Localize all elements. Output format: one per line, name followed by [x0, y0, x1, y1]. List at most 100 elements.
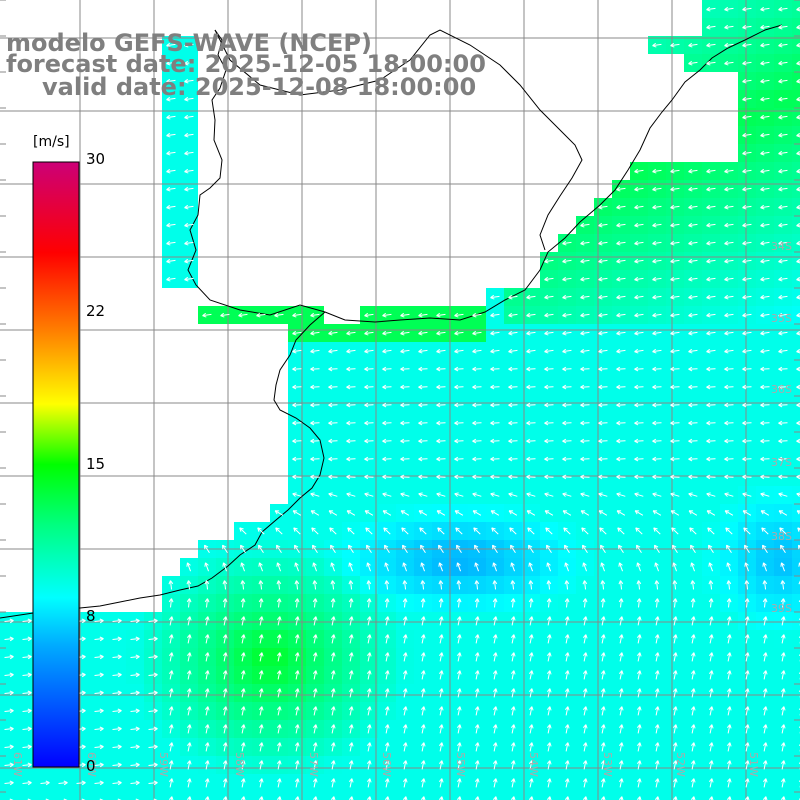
wind-vector [652, 258, 662, 264]
wind-vector [616, 492, 626, 497]
wind-vector [778, 492, 788, 497]
wind-vector [526, 294, 536, 300]
wind-vector [310, 456, 320, 462]
wind-vector [347, 527, 355, 535]
wind-vector [760, 420, 770, 426]
wind-vector [526, 402, 536, 408]
wind-vector [382, 420, 392, 426]
wind-vector [400, 384, 410, 390]
wind-vector [706, 402, 716, 408]
wind-vector [724, 186, 734, 192]
wind-vector [490, 492, 500, 497]
wind-vector [580, 438, 590, 444]
colorbar [32, 161, 80, 768]
wind-cell [792, 198, 800, 216]
wind-vector [436, 402, 446, 408]
wind-vector [418, 312, 428, 318]
wind-vector [472, 384, 482, 390]
wind-vector [634, 384, 644, 390]
wind-vector [598, 312, 608, 318]
wind-vector [490, 384, 500, 390]
wind-vector [472, 438, 482, 444]
wind-cell [792, 594, 800, 612]
colorbar-tick-0: 0 [86, 757, 96, 775]
wind-cell [378, 792, 396, 800]
wind-cell [666, 792, 684, 800]
wind-cell [792, 144, 800, 162]
wind-cell [414, 792, 432, 800]
wind-vector [778, 132, 788, 138]
wind-vector [778, 96, 788, 102]
wind-vector [454, 438, 464, 444]
wind-vector [580, 366, 590, 372]
wind-cell [288, 792, 306, 800]
wind-vector [562, 366, 572, 372]
wind-vector [652, 276, 662, 282]
wind-vector [706, 384, 716, 390]
wind-cell [342, 792, 360, 800]
wind-vector [562, 330, 572, 336]
wind-vector [383, 527, 391, 535]
wind-cell [792, 738, 800, 756]
wind-vector [652, 384, 662, 390]
wind-vector [652, 474, 662, 480]
wind-vector [184, 240, 194, 246]
wind-vector [490, 402, 500, 408]
wind-vector [562, 510, 572, 516]
wind-cell [792, 234, 800, 252]
wind-vector [400, 510, 410, 516]
wind-vector [670, 420, 680, 426]
wind-vector [760, 438, 770, 444]
wind-vector [688, 456, 698, 462]
wind-vector [778, 420, 788, 426]
wind-vector [724, 456, 734, 462]
wind-vector [436, 510, 446, 516]
wind-cell [396, 792, 414, 800]
wind-vector [544, 420, 554, 426]
wind-cell [792, 270, 800, 288]
wind-vector [310, 510, 320, 516]
wind-vector [598, 348, 608, 354]
wind-cell [720, 792, 738, 800]
wind-vector [616, 294, 626, 300]
wind-vector [688, 60, 698, 66]
wind-cell [792, 432, 800, 450]
wind-vector [652, 168, 662, 174]
wind-vector [724, 168, 734, 174]
wind-vector [490, 420, 500, 426]
wind-vector [328, 492, 338, 497]
wind-vector [310, 420, 320, 426]
wind-vector [400, 456, 410, 462]
wind-vector [742, 60, 752, 66]
wind-vector [310, 366, 320, 372]
wind-vector [688, 258, 698, 264]
wind-cell [792, 684, 800, 702]
wind-vector [616, 366, 626, 372]
wind-vector [617, 527, 625, 535]
wind-vector [166, 276, 176, 282]
lat-label: 35S [771, 312, 792, 325]
wind-vector [742, 132, 752, 138]
wind-cell [792, 36, 800, 54]
wind-vector [346, 366, 356, 372]
wind-vector [346, 492, 356, 497]
wind-vector [293, 527, 301, 535]
wind-vector [760, 186, 770, 192]
wind-vector [778, 312, 788, 318]
wind-vector [418, 420, 428, 426]
wind-vector [778, 258, 788, 264]
wind-vector [760, 42, 770, 48]
wind-cell [126, 792, 144, 800]
wind-vector [598, 456, 608, 462]
wind-vector [454, 456, 464, 462]
wind-vector [778, 456, 788, 462]
wind-cell [72, 792, 90, 800]
wind-vector [778, 438, 788, 444]
wind-cell [486, 792, 504, 800]
wind-vector [598, 276, 608, 282]
wind-vector [760, 96, 770, 102]
wind-vector [742, 312, 752, 318]
wind-vector [418, 348, 428, 354]
wind-vector [796, 510, 800, 515]
